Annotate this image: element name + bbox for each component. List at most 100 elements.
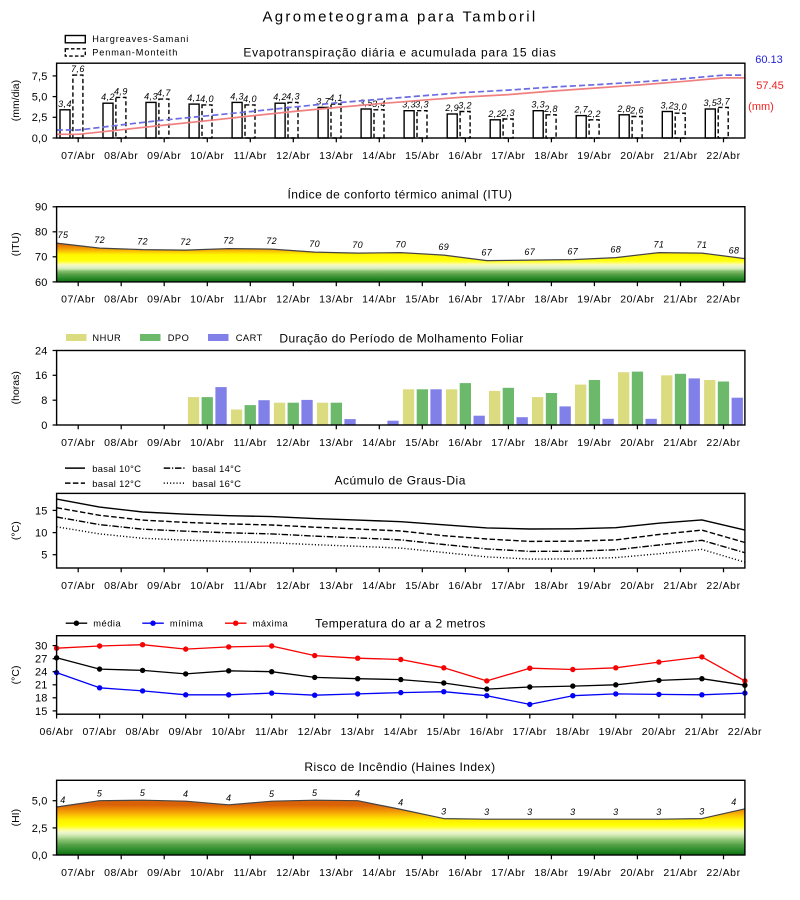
svg-text:Evapotranspiração diária e acu: Evapotranspiração diária e acumulada par… xyxy=(243,46,556,60)
svg-text:15/Abr: 15/Abr xyxy=(405,580,439,592)
svg-text:10/Abr: 10/Abr xyxy=(190,437,224,449)
svg-text:57.45: 57.45 xyxy=(756,80,784,92)
svg-text:13/Abr: 13/Abr xyxy=(319,294,353,306)
svg-text:5: 5 xyxy=(269,789,275,799)
svg-text:3: 3 xyxy=(527,807,532,817)
svg-text:Risco de Incêndio (Haines Inde: Risco de Incêndio (Haines Index) xyxy=(304,760,495,774)
svg-text:11/Abr: 11/Abr xyxy=(255,726,288,738)
svg-text:10/Abr: 10/Abr xyxy=(190,580,224,592)
svg-text:71: 71 xyxy=(696,240,707,250)
svg-text:3,2: 3,2 xyxy=(660,101,674,111)
svg-text:18/Abr: 18/Abr xyxy=(534,867,568,879)
svg-text:0: 0 xyxy=(41,420,47,432)
svg-text:14/Abr: 14/Abr xyxy=(362,580,396,592)
svg-text:21/Abr: 21/Abr xyxy=(663,580,697,592)
svg-text:72: 72 xyxy=(180,237,191,247)
svg-text:5,0: 5,0 xyxy=(32,92,48,104)
svg-text:20/Abr: 20/Abr xyxy=(620,580,654,592)
svg-text:3: 3 xyxy=(613,807,618,817)
svg-text:70: 70 xyxy=(395,240,406,250)
svg-text:2,5: 2,5 xyxy=(32,112,48,124)
svg-text:67: 67 xyxy=(567,247,578,257)
svg-text:14/Abr: 14/Abr xyxy=(362,867,396,879)
svg-text:3,2: 3,2 xyxy=(458,101,472,111)
svg-text:08/Abr: 08/Abr xyxy=(104,580,138,592)
svg-text:2,8: 2,8 xyxy=(616,104,631,114)
svg-text:14/Abr: 14/Abr xyxy=(384,726,418,738)
svg-text:68: 68 xyxy=(729,246,740,256)
svg-text:24: 24 xyxy=(35,667,48,679)
svg-text:15: 15 xyxy=(35,505,48,517)
svg-text:08/Abr: 08/Abr xyxy=(104,150,138,162)
svg-text:80: 80 xyxy=(35,227,48,239)
svg-text:22/Abr: 22/Abr xyxy=(706,867,740,879)
svg-text:2,3: 2,3 xyxy=(500,108,515,118)
svg-text:07/Abr: 07/Abr xyxy=(61,867,95,879)
svg-text:08/Abr: 08/Abr xyxy=(104,294,138,306)
svg-text:07/Abr: 07/Abr xyxy=(61,580,95,592)
svg-text:60.13: 60.13 xyxy=(755,54,783,66)
svg-text:09/Abr: 09/Abr xyxy=(147,150,181,162)
svg-text:17/Abr: 17/Abr xyxy=(491,867,525,879)
svg-text:11/Abr: 11/Abr xyxy=(234,437,267,449)
svg-text:15: 15 xyxy=(35,706,48,718)
svg-text:69: 69 xyxy=(438,242,449,252)
svg-text:72: 72 xyxy=(137,237,148,247)
svg-text:11/Abr: 11/Abr xyxy=(234,580,267,592)
svg-text:3,0: 3,0 xyxy=(673,102,687,112)
svg-text:3,3: 3,3 xyxy=(402,100,416,110)
svg-text:5,0: 5,0 xyxy=(32,796,48,808)
svg-text:(°C): (°C) xyxy=(10,521,22,540)
svg-text:CART: CART xyxy=(236,333,263,343)
svg-text:3,3: 3,3 xyxy=(415,100,429,110)
svg-text:4: 4 xyxy=(398,797,403,807)
svg-text:máxima: máxima xyxy=(253,618,289,628)
svg-text:11/Abr: 11/Abr xyxy=(234,294,267,306)
svg-text:07/Abr: 07/Abr xyxy=(61,150,95,162)
svg-text:basal 12°C: basal 12°C xyxy=(92,479,141,489)
svg-text:4: 4 xyxy=(60,795,65,805)
svg-text:08/Abr: 08/Abr xyxy=(104,867,138,879)
svg-text:18/Abr: 18/Abr xyxy=(534,437,568,449)
svg-text:17/Abr: 17/Abr xyxy=(491,150,525,162)
svg-text:22/Abr: 22/Abr xyxy=(706,294,740,306)
svg-text:12/Abr: 12/Abr xyxy=(298,726,332,738)
svg-text:4: 4 xyxy=(226,793,231,803)
svg-text:Acúmulo de Graus-Dia: Acúmulo de Graus-Dia xyxy=(335,473,466,487)
svg-text:13/Abr: 13/Abr xyxy=(319,437,353,449)
svg-text:18: 18 xyxy=(35,693,48,705)
svg-text:3,7: 3,7 xyxy=(716,96,730,106)
svg-text:24: 24 xyxy=(35,345,48,357)
svg-text:10/Abr: 10/Abr xyxy=(190,294,224,306)
svg-text:19/Abr: 19/Abr xyxy=(599,726,633,738)
svg-text:14/Abr: 14/Abr xyxy=(362,294,396,306)
svg-text:(HI): (HI) xyxy=(10,809,22,827)
svg-text:72: 72 xyxy=(266,236,277,246)
svg-text:16/Abr: 16/Abr xyxy=(470,726,504,738)
svg-text:90: 90 xyxy=(35,202,48,214)
svg-text:20/Abr: 20/Abr xyxy=(642,726,676,738)
svg-text:12/Abr: 12/Abr xyxy=(276,867,310,879)
svg-text:07/Abr: 07/Abr xyxy=(61,294,95,306)
svg-text:DPO: DPO xyxy=(168,333,190,343)
svg-text:2,6: 2,6 xyxy=(629,106,644,116)
svg-text:19/Abr: 19/Abr xyxy=(577,150,611,162)
svg-text:17/Abr: 17/Abr xyxy=(513,726,547,738)
svg-text:10/Abr: 10/Abr xyxy=(212,726,246,738)
svg-text:3,5: 3,5 xyxy=(703,98,717,108)
svg-text:14/Abr: 14/Abr xyxy=(362,437,396,449)
svg-text:Hargreaves-Samani: Hargreaves-Samani xyxy=(92,34,189,44)
svg-text:70: 70 xyxy=(352,240,363,250)
svg-text:30: 30 xyxy=(35,641,48,653)
svg-text:22/Abr: 22/Abr xyxy=(706,150,740,162)
svg-text:4,3: 4,3 xyxy=(230,91,244,101)
svg-text:13/Abr: 13/Abr xyxy=(319,867,353,879)
svg-text:4,7: 4,7 xyxy=(157,88,171,98)
svg-text:Penman-Monteith: Penman-Monteith xyxy=(92,47,178,57)
svg-text:20/Abr: 20/Abr xyxy=(620,150,654,162)
svg-text:4,2: 4,2 xyxy=(101,92,115,102)
svg-text:(ITU): (ITU) xyxy=(10,232,22,256)
svg-text:3: 3 xyxy=(699,807,704,817)
svg-text:2,2: 2,2 xyxy=(487,109,502,119)
svg-text:0,0: 0,0 xyxy=(32,850,48,862)
